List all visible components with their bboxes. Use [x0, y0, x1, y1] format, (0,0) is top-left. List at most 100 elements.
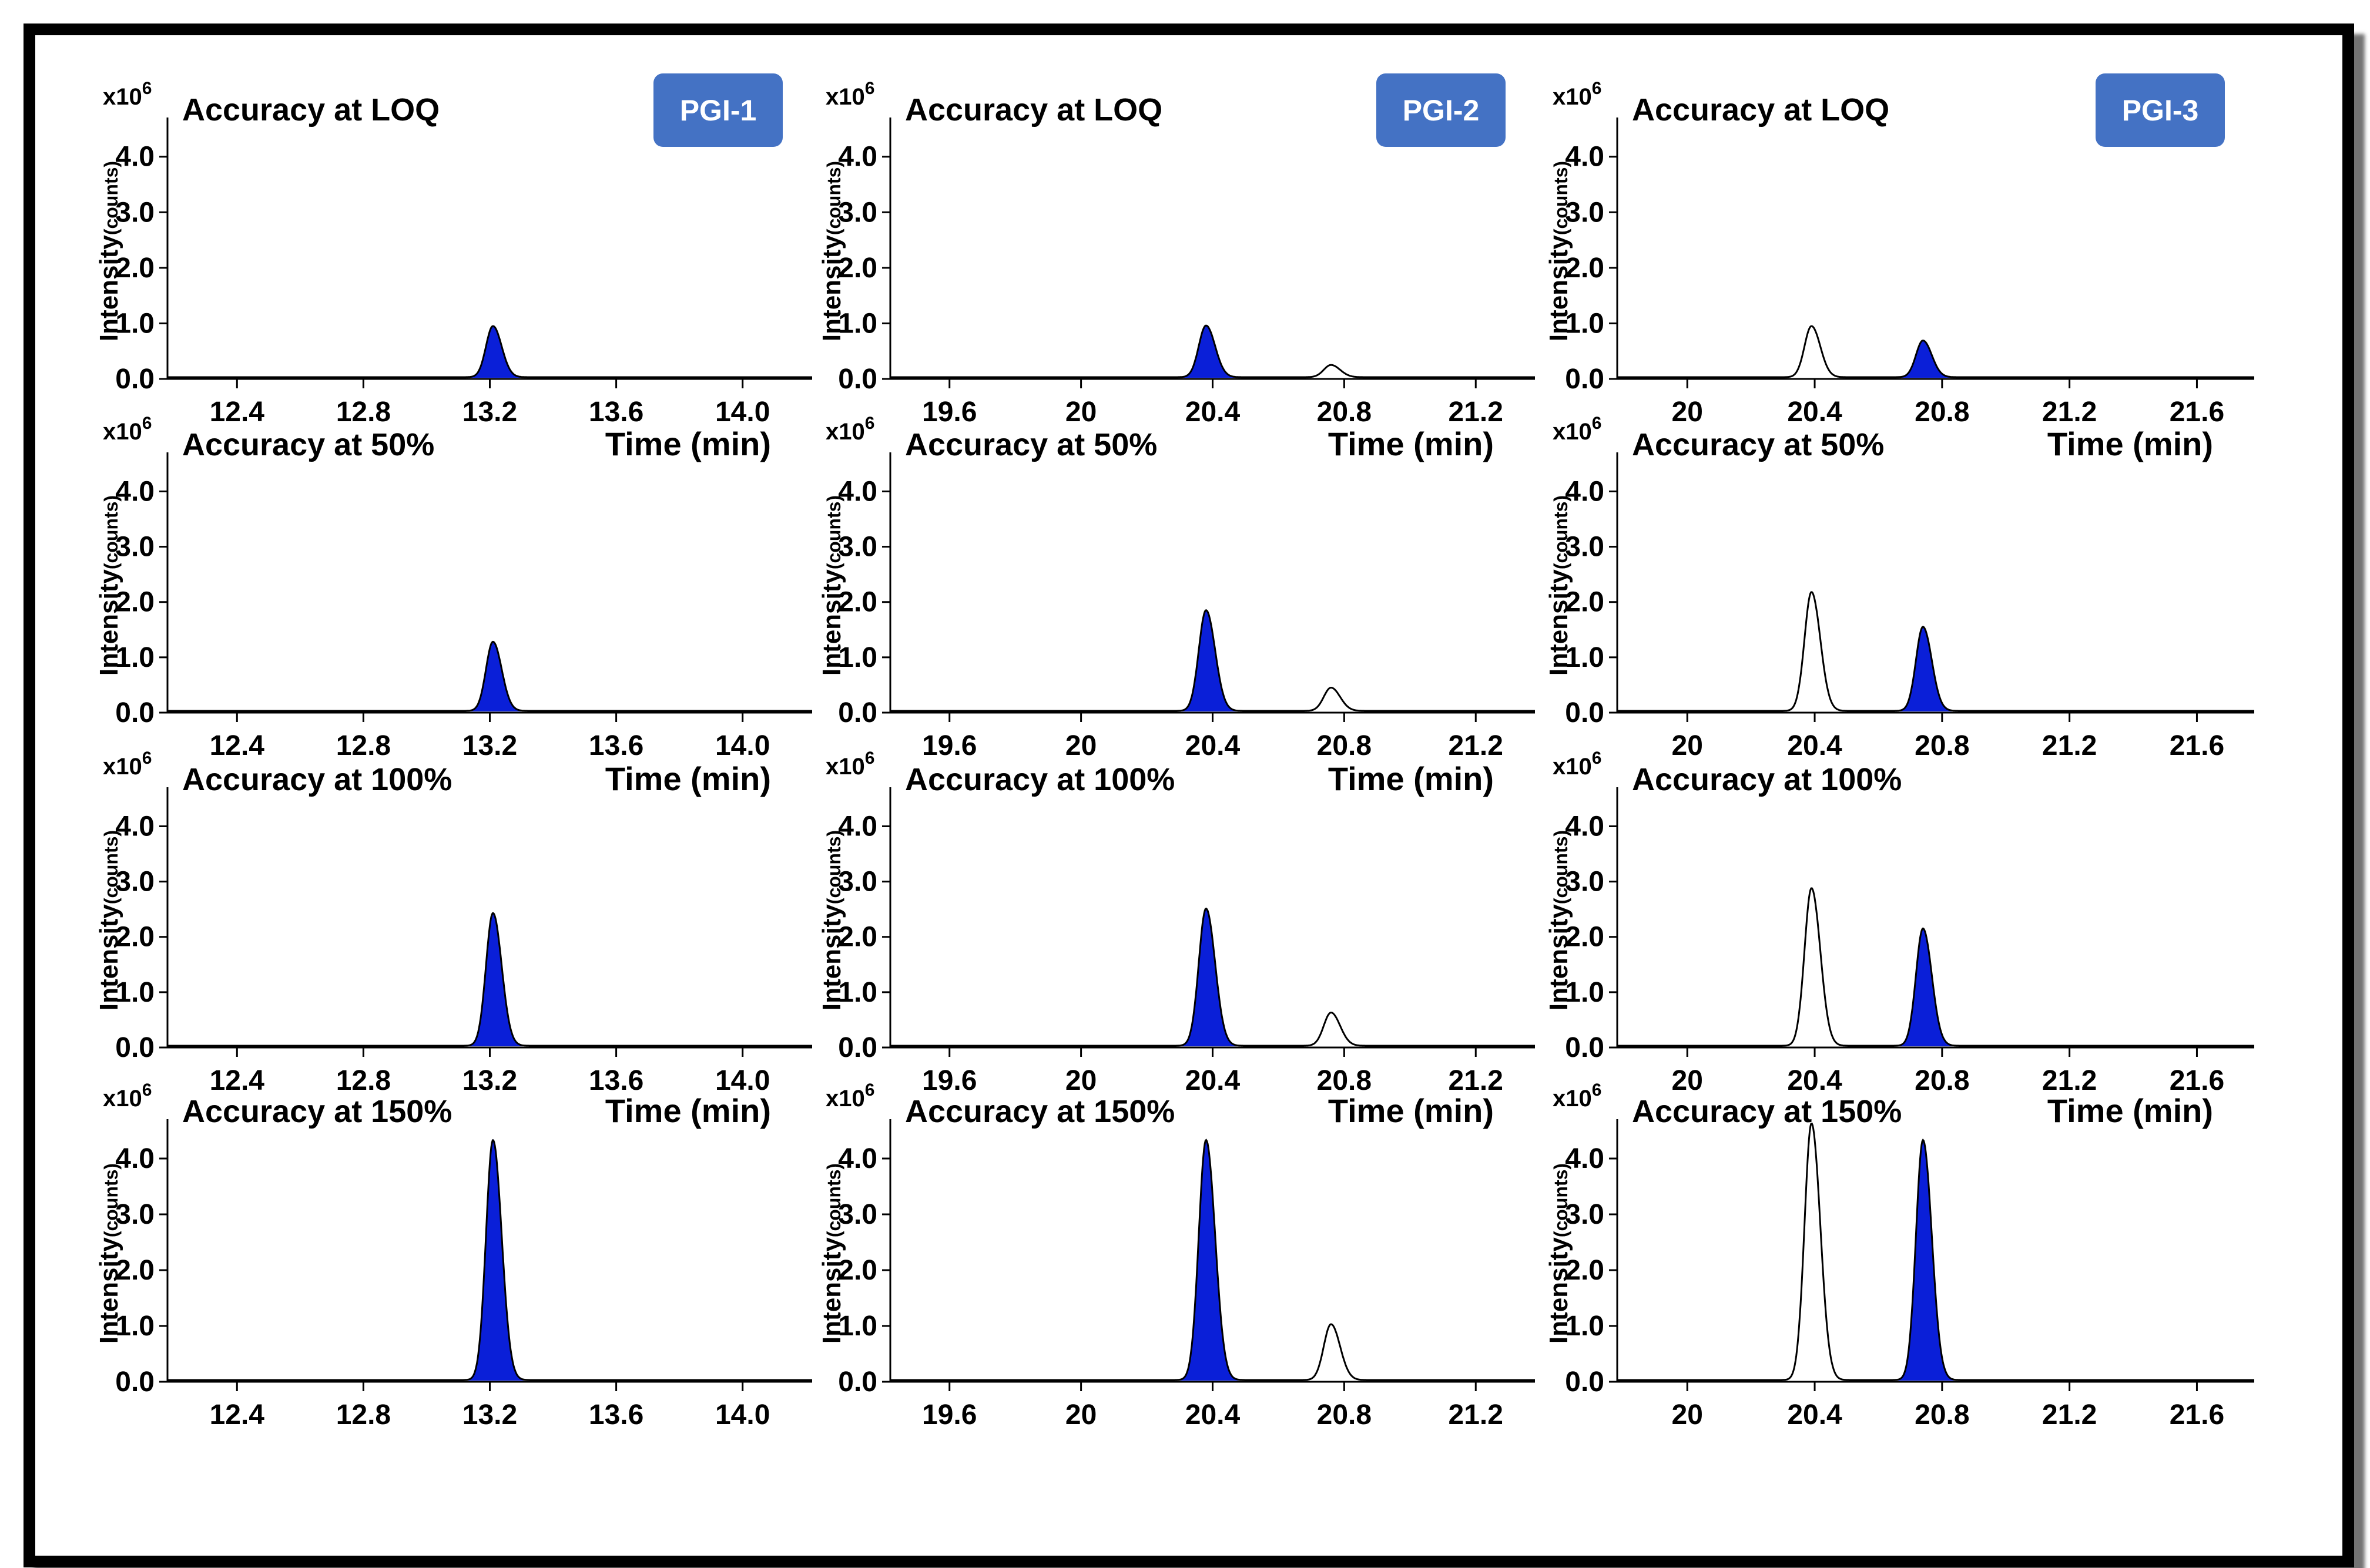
x-tick-label: 20.4 — [1185, 397, 1241, 428]
y-tick-label: 0.0 — [115, 697, 155, 728]
x-tick-label: 20.8 — [1317, 730, 1372, 761]
x-tick-label: 21.6 — [2170, 1065, 2224, 1096]
group-badge — [1376, 73, 1506, 147]
y-tick-label: 1.0 — [1565, 977, 1604, 1008]
y-tick-label: 3.0 — [838, 532, 877, 563]
y-axis-label-unit: (counts) — [1550, 495, 1571, 569]
y-axis-label-main: Intensity — [95, 1237, 123, 1344]
chromatogram-panel-7: 0.0 1.0 2.0 3.0 4.0 12.4 12.8 13.2 13.6 14.0 x106 I… — [95, 748, 812, 1096]
filled-peak-1 — [1177, 325, 1252, 378]
y-tick-label: 0.0 — [838, 697, 877, 728]
x-tick-label: 19.6 — [922, 397, 977, 428]
y-axis-label: Intensity(counts) — [1544, 830, 1573, 1010]
y-tick-label: 2.0 — [1565, 1255, 1604, 1286]
x-tick-label: 20 — [1672, 730, 1703, 761]
x-tick-label: 20 — [1065, 1399, 1097, 1431]
y-axis-label: Intensity(counts) — [1544, 161, 1573, 341]
y-tick-label: 4.0 — [1565, 476, 1604, 507]
y-tick-label: 2.0 — [1565, 253, 1604, 284]
y-axis-label: Intensity(counts) — [817, 1163, 846, 1344]
y-tick-label: 0.0 — [115, 1366, 155, 1398]
x-tick-label: 20.4 — [1787, 397, 1842, 428]
panel-title: Accuracy at 150% — [182, 1094, 452, 1129]
y-tick-label: 0.0 — [1565, 697, 1604, 728]
panel-title: Accuracy at 100% — [1632, 762, 1902, 797]
y-tick-label: 4.0 — [838, 1143, 877, 1174]
x-axis-label: Time (min) — [2047, 1092, 2213, 1129]
y-tick-label: 4.0 — [115, 1143, 155, 1174]
x-tick-label: 21.6 — [2170, 730, 2224, 761]
y-tick-label: 2.0 — [1565, 587, 1604, 618]
y-tick-label: 1.0 — [1565, 1311, 1604, 1342]
y-axis-label-main: Intensity — [95, 235, 123, 341]
y-tick-label: 3.0 — [115, 1199, 155, 1230]
y-tick-label: 4.0 — [1565, 1143, 1604, 1174]
x-axis-label: Time (min) — [1328, 760, 1494, 797]
x-tick-label: 21.2 — [1449, 1065, 1503, 1096]
x-tick-label: 20.8 — [1317, 397, 1372, 428]
y-tick-label: 1.0 — [115, 1311, 155, 1342]
y-multiplier-label: x106 — [1553, 79, 1601, 110]
y-tick-label: 2.0 — [1565, 922, 1604, 953]
x-tick-label: 12.8 — [336, 1399, 391, 1431]
filled-peak-2 — [1895, 340, 1967, 378]
y-tick-label: 1.0 — [115, 642, 155, 673]
y-axis-label: Intensity(counts) — [1544, 1163, 1573, 1344]
y-tick-label: 1.0 — [1565, 308, 1604, 339]
x-tick-label: 20 — [1065, 397, 1097, 428]
y-multiplier-exponent: 6 — [142, 748, 152, 768]
y-axis-label: Intensity(counts) — [95, 1163, 123, 1344]
filled-peak-1 — [465, 325, 537, 378]
x-tick-label: 21.2 — [2042, 1399, 2097, 1431]
chromatogram-panel-5: 0.0 1.0 2.0 3.0 4.0 19.6 20 20.4 20.8 21.2 x106 Int… — [817, 414, 1535, 761]
chromatogram-trace — [1617, 325, 2254, 378]
chromatogram-panel-11: 0.0 1.0 2.0 3.0 4.0 19.6 20 20.4 20.8 21.2 x106 Int… — [817, 1080, 1535, 1431]
x-tick-label: 14.0 — [715, 730, 770, 761]
y-tick-label: 4.0 — [1565, 142, 1604, 173]
y-multiplier-label: x106 — [1553, 414, 1601, 445]
x-tick-label: 19.6 — [922, 1399, 977, 1431]
y-axis-label-unit: (counts) — [100, 1163, 122, 1237]
panel-title: Accuracy at 50% — [1632, 427, 1884, 462]
x-tick-label: 20 — [1672, 1065, 1703, 1096]
x-tick-label: 13.2 — [462, 730, 517, 761]
panel-title: Accuracy at 150% — [905, 1094, 1175, 1129]
y-multiplier-exponent: 6 — [865, 1080, 875, 1100]
x-tick-label: 20.8 — [1317, 1065, 1372, 1096]
y-tick-label: 3.0 — [115, 197, 155, 228]
x-tick-label: 21.2 — [2042, 1065, 2097, 1096]
x-tick-label: 20.4 — [1185, 1065, 1241, 1096]
y-axis-label-unit: (counts) — [1550, 1163, 1571, 1237]
x-tick-label: 12.4 — [210, 397, 265, 428]
y-axis-label-unit: (counts) — [823, 161, 844, 235]
y-axis-label-unit: (counts) — [823, 830, 844, 904]
group-badge — [2096, 73, 2225, 147]
y-multiplier-exponent: 6 — [1592, 1080, 1602, 1100]
y-axis-label-main: Intensity — [95, 904, 123, 1010]
y-tick-label: 1.0 — [115, 308, 155, 339]
y-axis-label: Intensity(counts) — [95, 161, 123, 341]
chromatogram-trace — [1617, 1122, 2254, 1381]
group-badge-label: PGI-2 — [1403, 94, 1480, 127]
x-axis-label: Time (min) — [2047, 425, 2213, 462]
y-multiplier-exponent: 6 — [142, 1080, 152, 1100]
y-multiplier-label: x106 — [826, 414, 874, 445]
y-tick-label: 2.0 — [115, 922, 155, 953]
panel-title: Accuracy at 100% — [182, 762, 452, 797]
chromatogram-trace — [890, 324, 1535, 378]
y-axis-label-unit: (counts) — [100, 830, 122, 904]
y-multiplier-exponent: 6 — [142, 79, 152, 98]
filled-peak-1 — [465, 641, 537, 711]
y-tick-label: 4.0 — [115, 142, 155, 173]
chromatogram-trace — [1617, 887, 2254, 1047]
x-tick-label: 14.0 — [715, 1399, 770, 1431]
y-tick-label: 0.0 — [838, 1032, 877, 1063]
y-axis-label: Intensity(counts) — [817, 161, 846, 341]
y-tick-label: 0.0 — [1565, 1366, 1604, 1398]
y-axis-label: Intensity(counts) — [817, 495, 846, 676]
x-tick-label: 20.4 — [1787, 1065, 1842, 1096]
x-tick-label: 20 — [1065, 1065, 1097, 1096]
x-tick-label: 21.2 — [2042, 730, 2097, 761]
x-tick-label: 13.2 — [462, 397, 517, 428]
